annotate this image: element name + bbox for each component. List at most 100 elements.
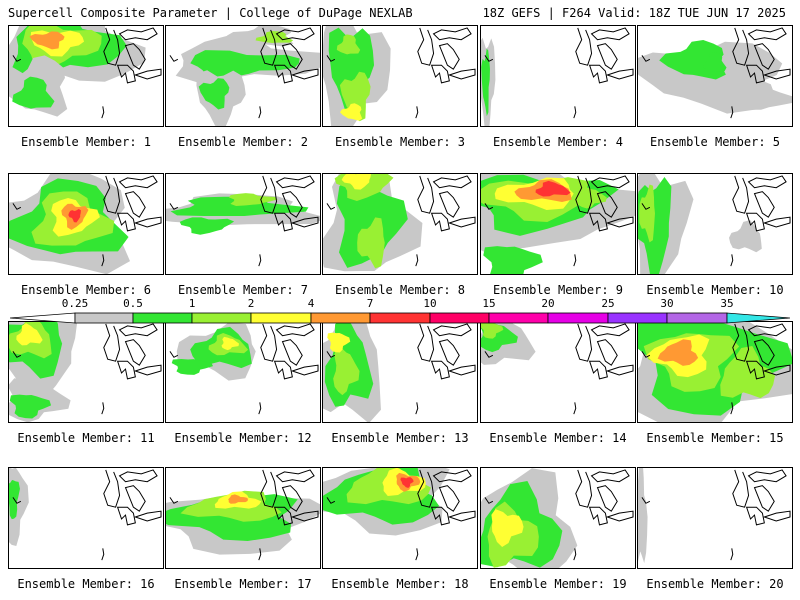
ensemble-member-label: Ensemble Member: 12 [174, 431, 312, 445]
ensemble-map-panel [480, 173, 636, 275]
ensemble-map-panel [637, 173, 793, 275]
scp-field-map [638, 174, 791, 274]
colorbar-high-arrow [726, 312, 791, 324]
ensemble-member-label: Ensemble Member: 2 [177, 135, 309, 149]
ensemble-member-label: Ensemble Member: 4 [492, 135, 624, 149]
colorbar-swatch [607, 312, 668, 324]
scp-field-map [323, 468, 476, 561]
colorbar-tick-label: 1 [188, 297, 196, 310]
color-scale-bar [9, 309, 791, 324]
scp-contour-fill [481, 322, 504, 339]
scp-contour-fill [190, 50, 300, 79]
scp-contour-fill [339, 71, 371, 122]
scp-field-map [169, 322, 319, 415]
scp-contour-fill [357, 217, 385, 269]
scp-contour-fill [179, 217, 235, 235]
scp-contour-fill [657, 339, 699, 366]
scp-field-map [323, 26, 476, 126]
scp-field-map [638, 322, 792, 422]
scp-contour-fill [729, 220, 762, 253]
scp-contour-fill [400, 477, 414, 488]
scp-contour-fill [9, 394, 52, 419]
colorbar-low-arrow [9, 312, 76, 324]
scp-contour-fill [171, 358, 213, 375]
ensemble-map-panel [165, 25, 321, 127]
scp-contour-fill [170, 196, 309, 217]
scp-field-map [166, 469, 320, 561]
ensemble-map-panel [8, 321, 164, 423]
scp-contour-fill [228, 193, 278, 206]
scp-contour-fill [228, 494, 248, 504]
colorbar-tick-label: 0.5 [123, 297, 143, 310]
scp-contour-fill [221, 336, 240, 351]
colorbar-tick-label: 0.25 [61, 297, 89, 310]
scp-contour-fill [29, 31, 65, 50]
scp-field-map [481, 322, 634, 415]
ensemble-map-panel [480, 25, 636, 127]
scp-field-map [481, 468, 634, 568]
colorbar-swatch [666, 312, 728, 324]
ensemble-member-label: Ensemble Member: 13 [331, 431, 469, 445]
scp-field-map [166, 175, 320, 267]
scp-contour-fill [333, 346, 360, 396]
ensemble-map-panel [165, 321, 321, 423]
scp-contour-fill [724, 80, 792, 110]
colorbar-swatch [429, 312, 490, 324]
ensemble-member-label: Ensemble Member: 14 [489, 431, 627, 445]
scp-contour-fill [255, 31, 294, 44]
ensemble-map-panel [322, 25, 478, 127]
ensemble-member-label: Ensemble Member: 17 [174, 577, 312, 591]
ensemble-member-label: Ensemble Member: 7 [177, 283, 309, 297]
valid-time-title: 18Z GEFS | F264 Valid: 18Z TUE JUN 17 20… [482, 6, 786, 20]
scp-contour-fill [198, 78, 230, 110]
colorbar-tick-label: 30 [660, 297, 674, 310]
colorbar-swatch [369, 312, 431, 324]
ensemble-map-panel [480, 467, 636, 569]
scp-contour-fill [638, 468, 648, 564]
colorbar-swatch [132, 312, 193, 324]
ensemble-member-label: Ensemble Member: 15 [646, 431, 784, 445]
ensemble-map-panel [637, 467, 793, 569]
scp-contour-fill [481, 48, 490, 117]
scp-contour-fill [339, 103, 363, 121]
ensemble-member-label: Ensemble Member: 9 [492, 283, 624, 297]
colorbar-tick-label: 20 [541, 297, 555, 310]
scp-field-map [9, 26, 162, 119]
scp-contour-fill [336, 34, 361, 55]
scp-field-map [9, 468, 162, 561]
scp-contour-fill [720, 346, 776, 399]
scp-field-map [481, 174, 635, 274]
ensemble-map-panel [165, 173, 321, 275]
ensemble-map-panel [322, 321, 478, 423]
scp-contour-fill [483, 246, 543, 274]
ensemble-map-panel [637, 25, 793, 127]
ensemble-member-label: Ensemble Member: 5 [649, 135, 781, 149]
colorbar-tick-label: 4 [307, 297, 315, 310]
ensemble-member-label: Ensemble Member: 8 [334, 283, 466, 297]
scp-field-map [638, 468, 791, 564]
colorbar-swatch [250, 312, 312, 324]
scp-field-map [481, 27, 634, 126]
ensemble-member-label: Ensemble Member: 18 [331, 577, 469, 591]
colorbar-tick-label: 25 [601, 297, 615, 310]
ensemble-member-label: Ensemble Member: 20 [646, 577, 784, 591]
colorbar-swatch [488, 312, 549, 324]
ensemble-map-panel [480, 321, 636, 423]
ensemble-map-panel [165, 467, 321, 569]
colorbar-tick-label: 35 [720, 297, 734, 310]
scp-field-map [9, 174, 162, 274]
ensemble-map-panel [8, 173, 164, 275]
colorbar-swatch [547, 312, 609, 324]
scp-contour-fill [68, 209, 81, 223]
colorbar-swatch [191, 312, 252, 324]
scp-contour-fill [12, 76, 55, 109]
scp-contour-fill [491, 509, 524, 548]
colorbar-tick-label: 10 [423, 297, 437, 310]
ensemble-map-panel [8, 25, 164, 127]
ensemble-map-panel [322, 173, 478, 275]
ensemble-member-label: Ensemble Member: 1 [20, 135, 152, 149]
ensemble-member-label: Ensemble Member: 11 [17, 431, 155, 445]
ensemble-member-label: Ensemble Member: 19 [489, 577, 627, 591]
colorbar-swatch [310, 312, 371, 324]
scp-field-map [638, 27, 792, 119]
